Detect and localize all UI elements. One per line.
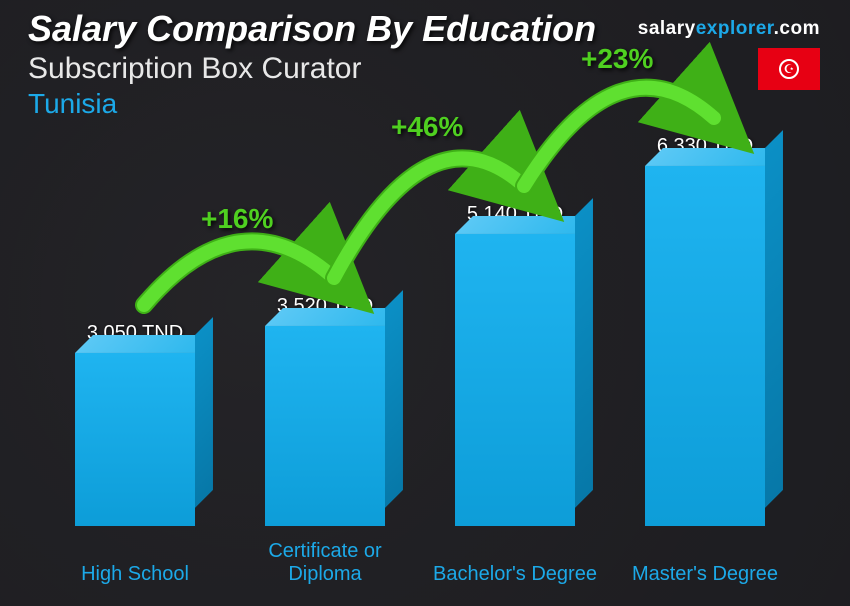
bar-group: 3,520 TNDCertificate or Diploma	[230, 295, 420, 526]
bar-category-label: Certificate or Diploma	[240, 540, 410, 586]
bars-container: 3,050 TNDHigh School3,520 TNDCertificate…	[40, 150, 800, 526]
brand-part1: salary	[638, 18, 696, 39]
bar-side	[575, 198, 593, 508]
bar-3d	[455, 234, 575, 526]
bar-side	[195, 317, 213, 508]
bar-category-label: Bachelor's Degree	[430, 563, 600, 586]
bar-top	[455, 216, 593, 234]
bar-category-label: High School	[50, 563, 220, 586]
bar-3d	[75, 353, 195, 526]
bar-top	[75, 335, 213, 353]
flag-symbol: ☪	[779, 59, 799, 79]
bar-front	[455, 234, 575, 526]
brand-part3: .com	[774, 18, 820, 39]
bar-side	[385, 290, 403, 508]
chart-subtitle: Subscription Box Curator	[28, 52, 830, 86]
bar-front	[265, 326, 385, 526]
increase-label: +23%	[581, 43, 653, 75]
bar-group: 5,140 TNDBachelor's Degree	[420, 203, 610, 526]
increase-label: +46%	[391, 111, 463, 143]
salary-chart: 3,050 TNDHigh School3,520 TNDCertificate…	[40, 150, 800, 586]
brand-logo: salaryexplorer.com	[638, 18, 820, 40]
bar-3d	[645, 166, 765, 526]
bar-front	[645, 166, 765, 526]
brand-part2: explorer	[696, 18, 774, 39]
bar-top	[645, 148, 783, 166]
bar-group: 3,050 TNDHigh School	[40, 322, 230, 526]
increase-label: +16%	[201, 203, 273, 235]
bar-group: 6,330 TNDMaster's Degree	[610, 135, 800, 526]
bar-category-label: Master's Degree	[620, 563, 790, 586]
country-flag: ☪	[758, 48, 820, 90]
bar-3d	[265, 326, 385, 526]
bar-front	[75, 353, 195, 526]
bar-top	[265, 308, 403, 326]
bar-side	[765, 130, 783, 508]
